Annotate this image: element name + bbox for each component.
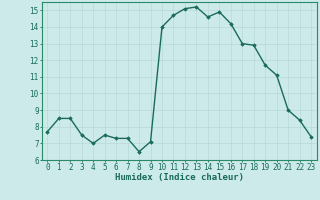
X-axis label: Humidex (Indice chaleur): Humidex (Indice chaleur): [115, 173, 244, 182]
